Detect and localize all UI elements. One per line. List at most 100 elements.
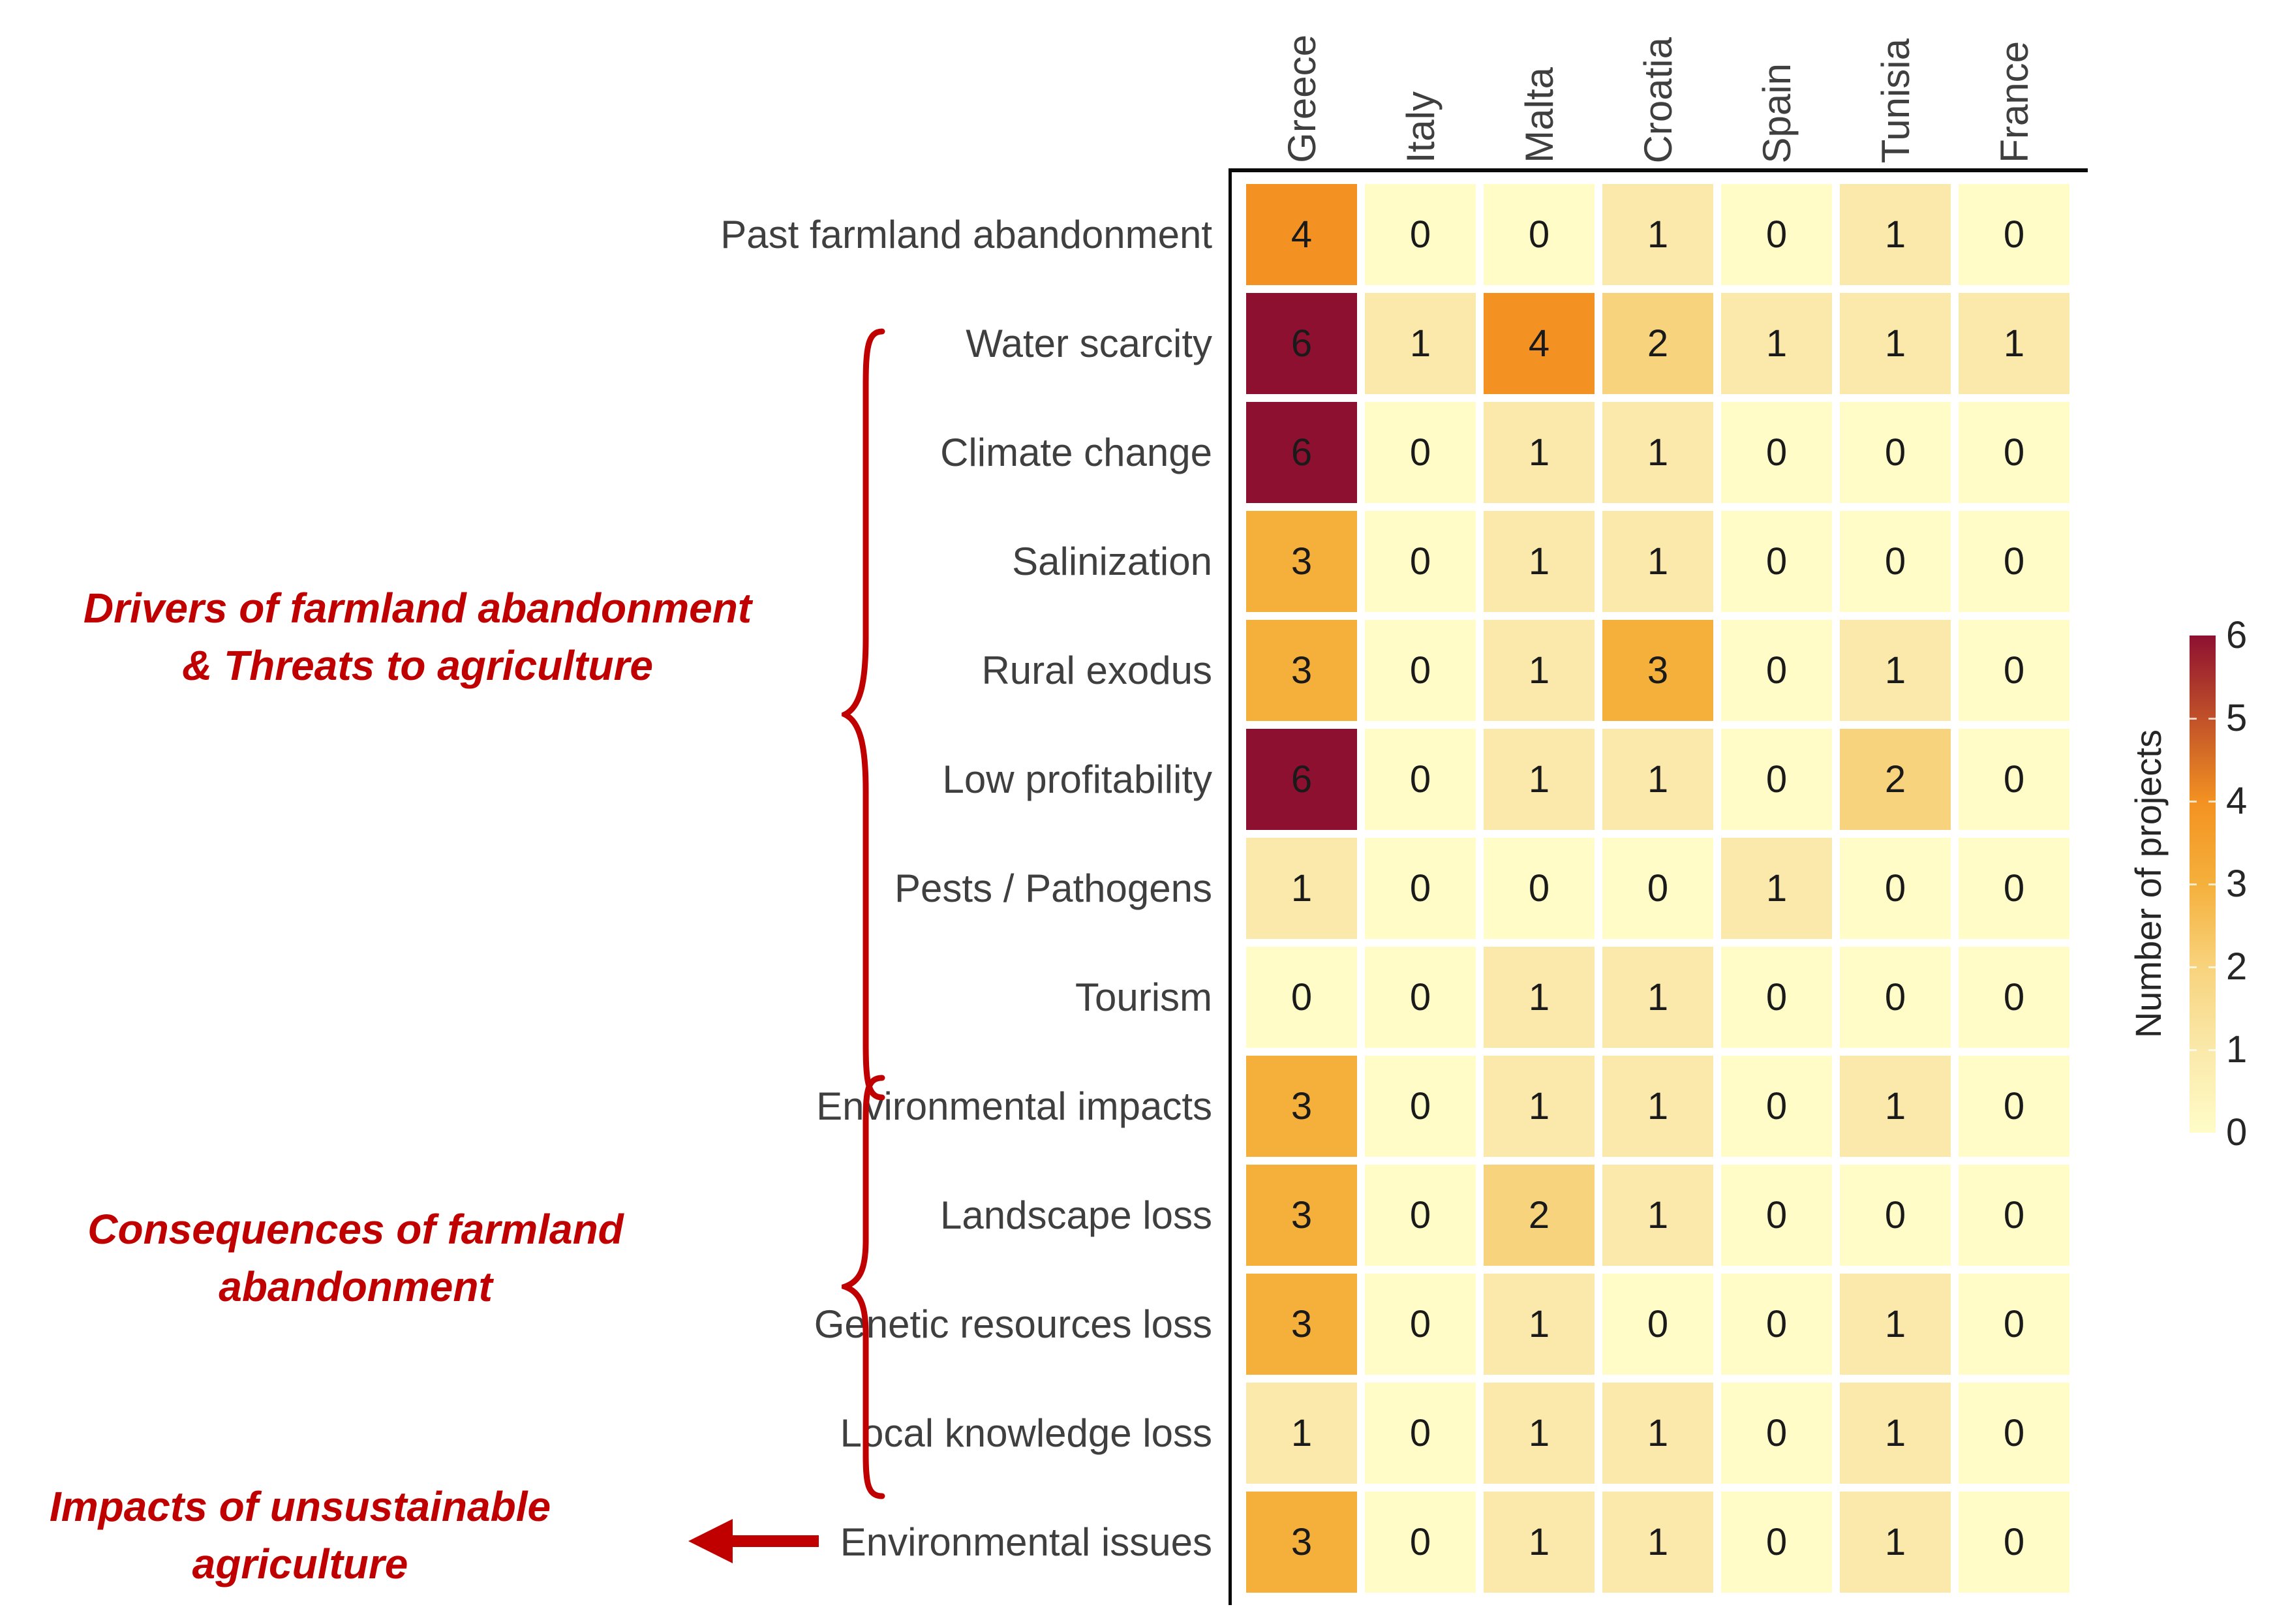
legend-tickmark [2190,801,2197,803]
heatmap-cell: 1 [1602,1165,1713,1266]
heatmap-cell: 2 [1602,293,1713,394]
heatmap-cell: 0 [1365,402,1476,503]
column-label: Malta [1517,67,1561,163]
row-label: Environmental impacts [816,1084,1212,1128]
row-label: Tourism [1075,975,1212,1019]
heatmap-cell: 1 [1484,729,1595,830]
heatmap-cell: 1 [1484,1383,1595,1484]
heatmap-cell: 4 [1246,184,1357,285]
heatmap-cell: 0 [1721,729,1832,830]
heatmap-cell: 0 [1365,1383,1476,1484]
legend-tickmark [2190,883,2197,885]
heatmap-cell: 0 [1721,1056,1832,1157]
heatmap-cell: 1 [1602,947,1713,1048]
heatmap-cell: 1 [1484,1492,1595,1593]
column-labels: Greece Italy Malta Croatia Spain Tunisia Franc… [1246,5,2069,163]
heatmap-cell: 0 [1721,1383,1832,1484]
heatmap-cell: 3 [1602,620,1713,721]
heatmap-cell: 0 [1365,838,1476,939]
heatmap-cell: 1 [1602,1383,1713,1484]
legend-tickmark [2208,1049,2216,1051]
legend-tick-label: 3 [2226,863,2248,905]
heatmap-panel-axis [1229,168,2088,1605]
heatmap-cell: 0 [1365,1165,1476,1266]
heatmap-cell: 0 [1959,1056,2069,1157]
heatmap-cell: 1 [1484,1056,1595,1157]
legend-title-text: Number of projects [2127,729,2169,1039]
curly-brace-consequences-icon [842,1075,885,1499]
heatmap-cell: 0 [1840,402,1951,503]
heatmap-cell: 1 [1484,402,1595,503]
heatmap-cell: 0 [1959,402,2069,503]
row-label: Rural exodus [981,649,1212,692]
column-label: France [1992,41,2036,163]
annotation-drivers-line2: & Threats to agriculture [182,642,653,689]
legend-tickmark [2208,718,2216,720]
heatmap-cell: 3 [1246,620,1357,721]
heatmap-cell: 0 [1365,1056,1476,1157]
heatmap-cell: 0 [1959,184,2069,285]
heatmap-cell: 1 [1365,293,1476,394]
heatmap-cell: 6 [1246,293,1357,394]
heatmap-cell: 1 [1840,293,1951,394]
legend-tickmark [2190,966,2197,968]
row-label: Genetic resources loss [814,1302,1212,1346]
heatmap-cell: 0 [1365,729,1476,830]
legend-tickmark [2190,718,2197,720]
column-label: Italy [1398,91,1443,163]
heatmap-cell: 0 [1484,184,1595,285]
heatmap-cell: 3 [1246,511,1357,612]
legend-tick-label: 0 [2226,1111,2248,1154]
heatmap-cell: 1 [1840,1274,1951,1375]
heatmap-cell: 0 [1365,1492,1476,1593]
heatmap-cell: 0 [1959,838,2069,939]
heatmap-cell: 0 [1365,1274,1476,1375]
row-label: Environmental issues [840,1520,1212,1564]
annotation-consequences: Consequences of farmland abandonment [26,1201,685,1315]
annotation-drivers: Drivers of farmland abandonment & Threat… [7,579,829,694]
heatmap-cell: 1 [1840,1492,1951,1593]
annotation-drivers-line1: Drivers of farmland abandonment [83,585,752,632]
heatmap-cell: 0 [1602,838,1713,939]
legend-tick-label: 6 [2226,614,2248,656]
heatmap-cell: 0 [1365,947,1476,1048]
annotation-impacts-line1: Impacts of unsustainable [49,1483,551,1530]
legend-tickmark [2208,966,2216,968]
row-label: Pests / Pathogens [894,866,1212,910]
heatmap-cell: 1 [1721,838,1832,939]
legend-tick-label: 1 [2226,1028,2248,1071]
heatmap-cell: 0 [1721,184,1832,285]
heatmap-cell: 0 [1840,838,1951,939]
heatmap-cell: 1 [1484,511,1595,612]
annotation-consequences-line1: Consequences of farmland [87,1206,624,1253]
row-label: Salinization [1012,540,1212,583]
legend-tickmark [2208,883,2216,885]
heatmap-cell: 0 [1840,947,1951,1048]
column-label: Tunisia [1873,38,1917,163]
heatmap-cell: 1 [1721,293,1832,394]
heatmap-cell: 1 [1840,1056,1951,1157]
heatmap-cell: 0 [1721,947,1832,1048]
heatmap-cell: 1 [1602,402,1713,503]
heatmap-cell: 0 [1840,511,1951,612]
left-arrow-icon [688,1519,819,1563]
heatmap-cell: 3 [1246,1165,1357,1266]
heatmap-cell: 0 [1246,947,1357,1048]
legend-tick-label: 4 [2226,780,2248,822]
heatmap-cell: 0 [1721,1492,1832,1593]
heatmap-cell: 0 [1602,1274,1713,1375]
column-label: Spain [1754,63,1799,163]
heatmap-cell: 3 [1246,1056,1357,1157]
row-label: Climate change [940,431,1212,474]
row-label: Low profitability [942,758,1212,801]
curly-brace-drivers-icon [842,328,885,1101]
heatmap-cell: 0 [1959,729,2069,830]
heatmap-cell: 1 [1246,838,1357,939]
legend-tick-label: 2 [2226,945,2248,988]
heatmap-cell: 0 [1721,1165,1832,1266]
heatmap-cell: 6 [1246,402,1357,503]
heatmap-cell: 1 [1602,511,1713,612]
heatmap-cell: 2 [1484,1165,1595,1266]
